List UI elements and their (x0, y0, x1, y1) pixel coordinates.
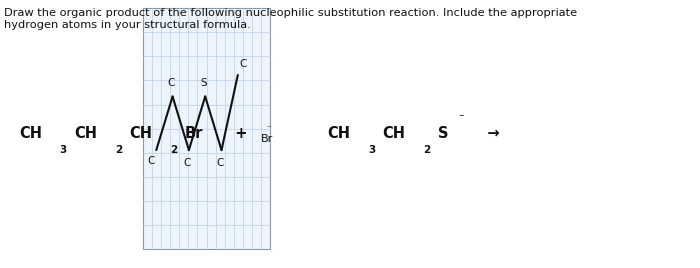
Text: CH: CH (74, 126, 97, 142)
Text: →: → (473, 126, 500, 142)
Text: C: C (167, 78, 175, 88)
Text: Br: Br (261, 134, 273, 144)
Text: CH: CH (327, 126, 350, 142)
Text: 2: 2 (170, 145, 177, 155)
Text: Br: Br (185, 126, 203, 142)
Text: CH: CH (19, 126, 42, 142)
Bar (143, 8, 270, 249)
Text: ⁻: ⁻ (458, 113, 463, 123)
Text: 3: 3 (368, 145, 375, 155)
Text: 2: 2 (423, 145, 430, 155)
Text: +: + (225, 126, 258, 142)
Text: CH: CH (130, 126, 153, 142)
Text: S: S (200, 78, 207, 88)
Text: CH: CH (382, 126, 405, 142)
Text: 3: 3 (60, 145, 67, 155)
Text: C: C (148, 156, 155, 166)
Text: Draw the organic product of the following nucleophilic substitution reaction. In: Draw the organic product of the followin… (4, 8, 578, 30)
Text: C: C (239, 59, 246, 69)
Text: C: C (184, 158, 191, 169)
Text: ⁻: ⁻ (267, 124, 272, 133)
Text: C: C (216, 158, 224, 169)
Text: 2: 2 (115, 145, 122, 155)
Text: S: S (438, 126, 448, 142)
